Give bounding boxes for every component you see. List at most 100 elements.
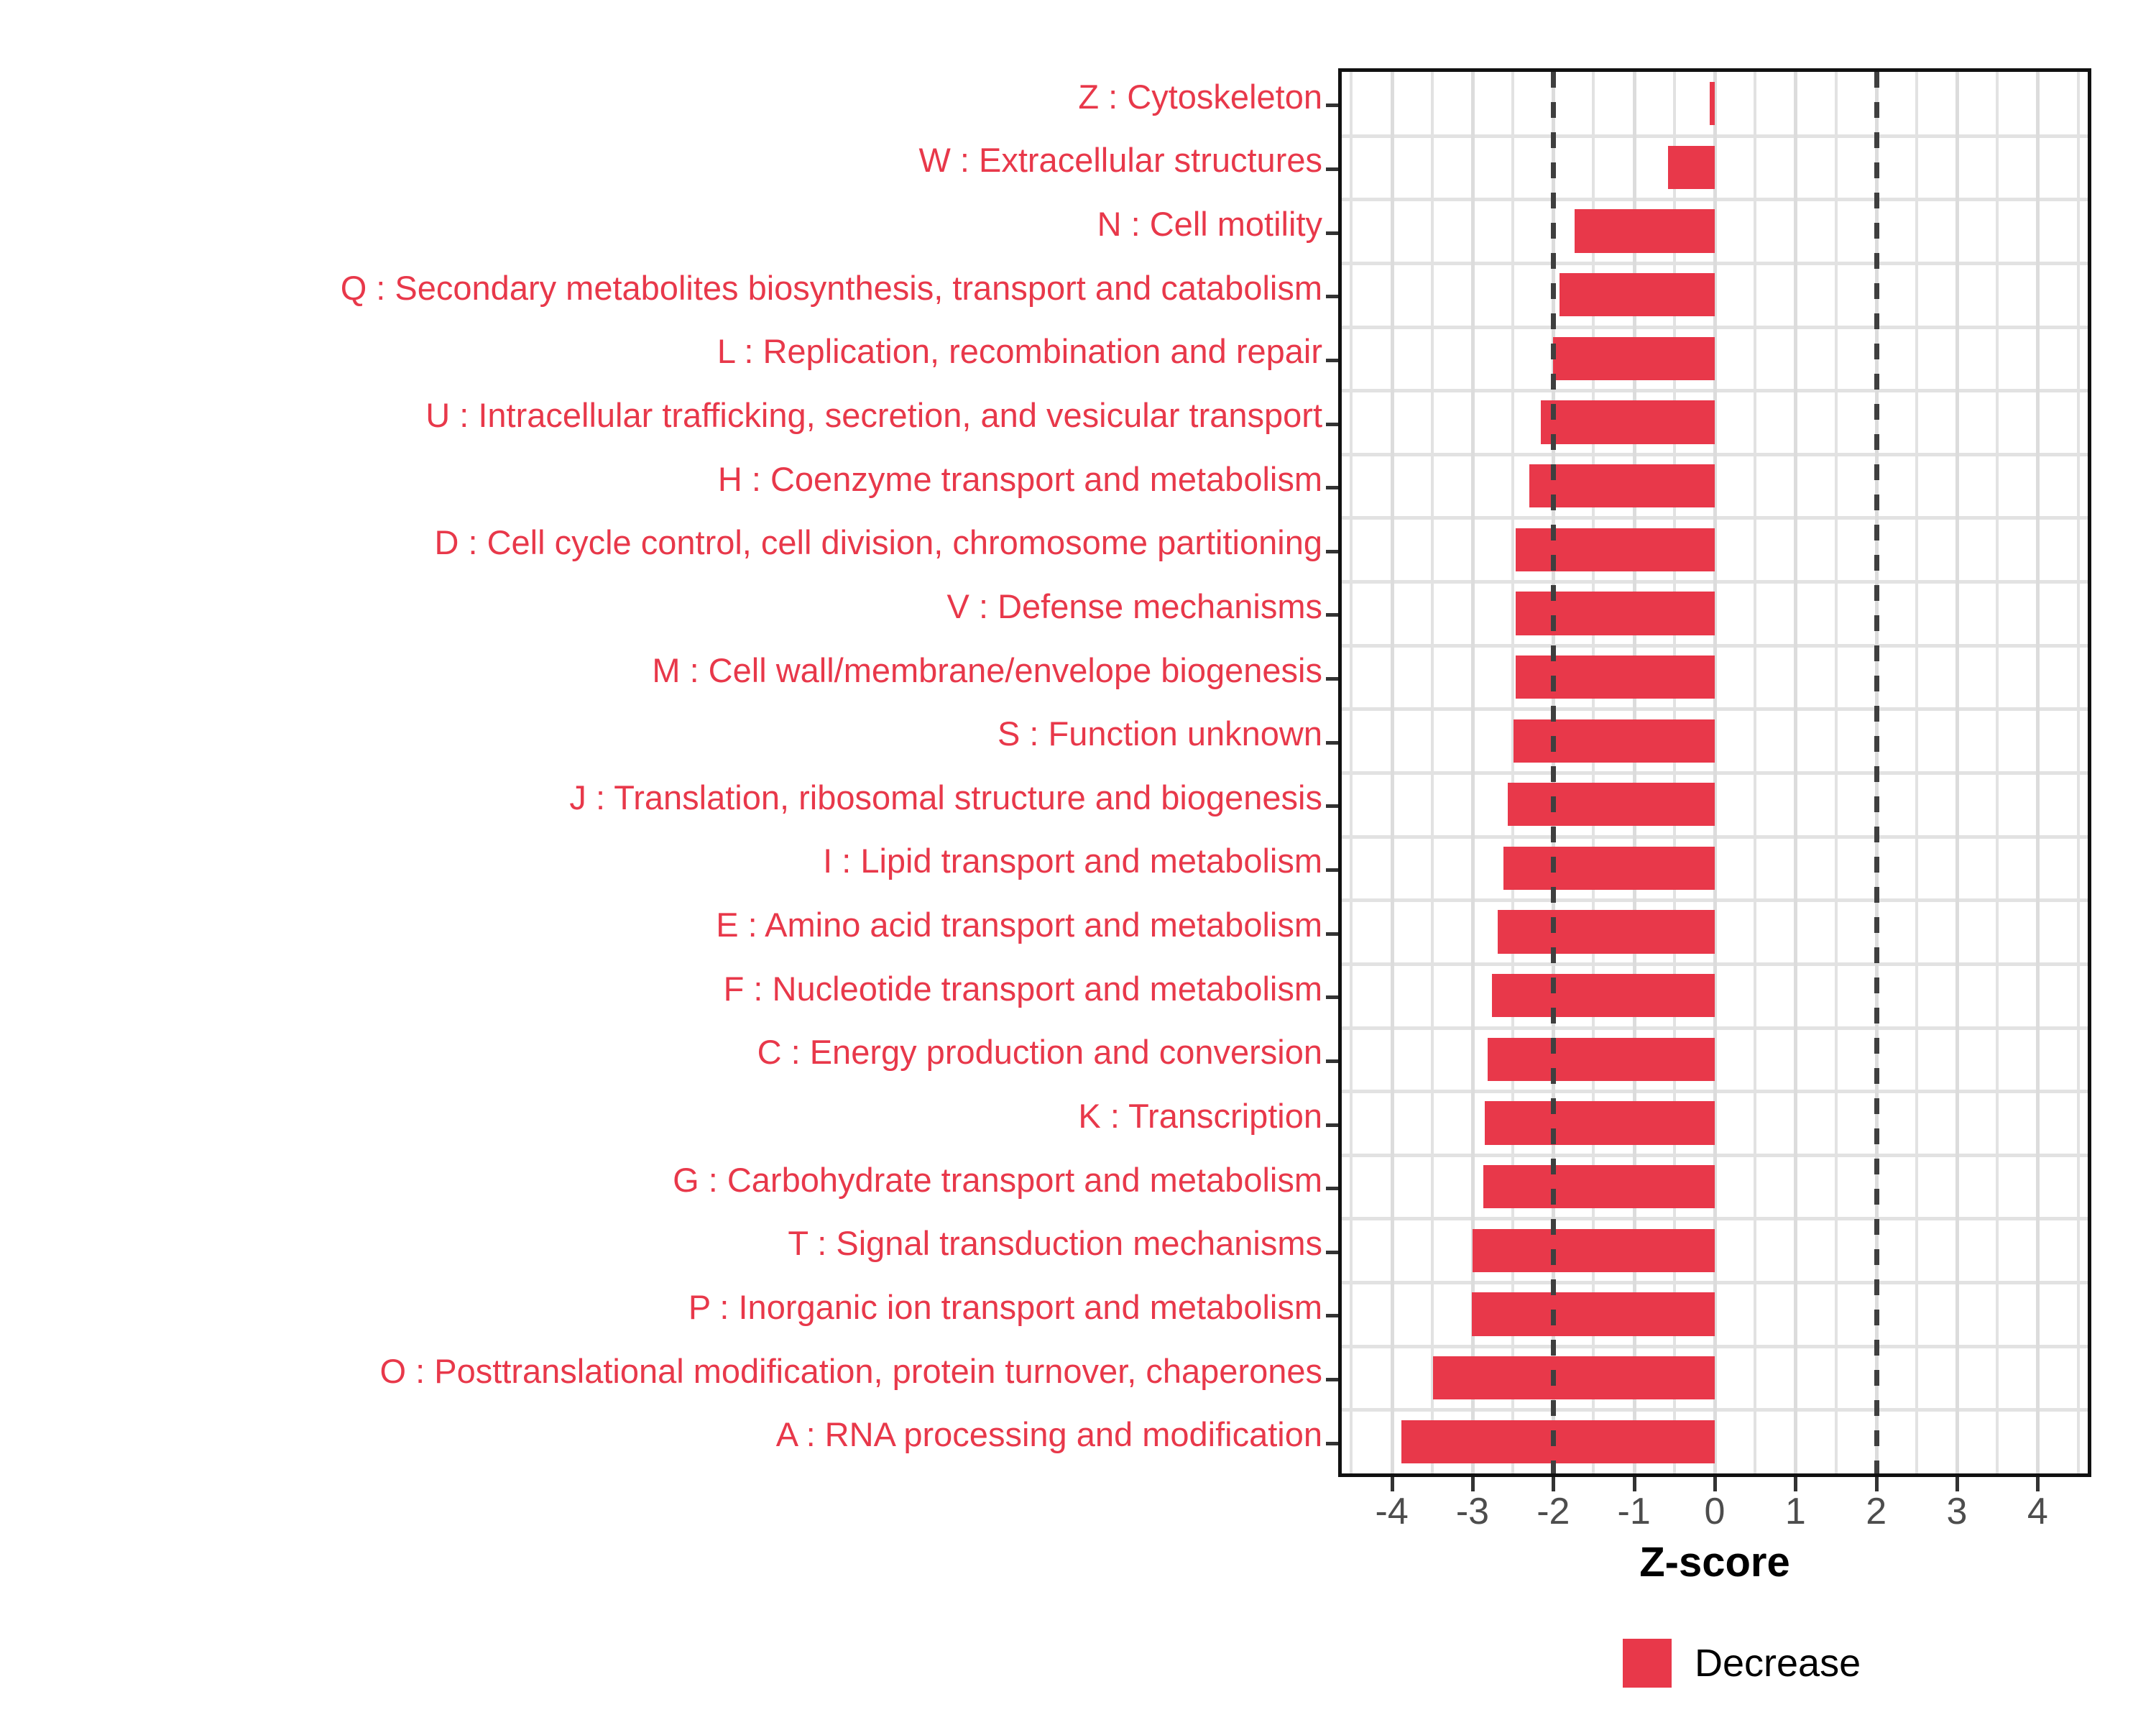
y-axis-label-text: P : Inorganic ion transport and metaboli… [688, 1287, 1322, 1326]
x-axis-tick-label: -4 [1375, 1491, 1409, 1532]
bar [1529, 464, 1715, 508]
y-axis-tick-label: G : Carbohydrate transport and metabolis… [0, 1148, 1322, 1212]
y-axis-tick-label: I : Lipid transport and metabolism [0, 829, 1322, 893]
y-axis-tick-label: A : RNA processing and modification [0, 1402, 1322, 1466]
y-axis-tick-mark [1326, 295, 1338, 299]
y-axis-tick-label: N : Cell motility [0, 192, 1322, 256]
y-axis-tick-label: C : Energy production and conversion [0, 1021, 1322, 1085]
x-axis-tick-mark [1632, 1477, 1636, 1491]
vertical-gridline [1390, 72, 1394, 1473]
y-axis-tick-mark [1326, 932, 1338, 936]
y-axis-tick-mark [1326, 1187, 1338, 1191]
y-axis-label-text: Q : Secondary metabolites biosynthesis, … [340, 268, 1322, 307]
vertical-gridline-minor [1350, 72, 1353, 1473]
y-axis-label-text: S : Function unknown [998, 714, 1322, 753]
y-axis-tick-label: S : Function unknown [0, 702, 1322, 765]
bar [1710, 82, 1715, 126]
vertical-gridline-minor [1511, 72, 1515, 1473]
x-axis-tick-label: 0 [1704, 1491, 1726, 1532]
y-axis-label-text: C : Energy production and conversion [757, 1033, 1322, 1072]
vertical-gridline-minor [1915, 72, 1918, 1473]
legend-label-decrease: Decrease [1695, 1642, 1861, 1685]
y-axis-tick-mark [1326, 1059, 1338, 1063]
y-axis-label-text: T : Signal transduction mechanisms [788, 1224, 1322, 1263]
bar [1472, 1228, 1715, 1272]
vertical-gridline [1955, 72, 1959, 1473]
x-axis-tick-label: 3 [1946, 1491, 1968, 1532]
y-axis-label-text: I : Lipid transport and metabolism [823, 842, 1322, 880]
bar [1488, 1037, 1715, 1081]
vertical-gridline [1632, 72, 1636, 1473]
y-axis-tick-label: V : Defense mechanisms [0, 574, 1322, 638]
bar [1484, 1101, 1715, 1145]
bar [1514, 719, 1715, 763]
y-axis-tick-mark [1326, 995, 1338, 1000]
x-axis-tick-mark [1874, 1477, 1879, 1491]
y-axis-tick-mark [1326, 1378, 1338, 1382]
legend: Decrease [1623, 1639, 1861, 1688]
y-axis-tick-mark [1326, 549, 1338, 553]
x-axis-tick-mark [1552, 1477, 1556, 1491]
vertical-gridline [1470, 72, 1475, 1473]
plot-panel [1338, 68, 2091, 1477]
y-axis-label-text: M : Cell wall/membrane/envelope biogenes… [652, 650, 1322, 689]
y-axis-tick-mark [1326, 677, 1338, 681]
y-axis-label-text: N : Cell motility [1097, 205, 1322, 244]
y-axis-tick-mark [1326, 1314, 1338, 1318]
bar [1541, 400, 1715, 444]
y-axis-label-text: E : Amino acid transport and metabolism [716, 906, 1322, 944]
vertical-gridline-minor [2076, 72, 2080, 1473]
y-axis-tick-label: F : Nucleotide transport and metabolism [0, 957, 1322, 1021]
y-axis-label-text: Z : Cytoskeleton [1078, 77, 1322, 116]
x-axis-tick-label: 4 [2027, 1491, 2048, 1532]
y-axis-tick-mark [1326, 358, 1338, 362]
bar [1432, 1356, 1715, 1400]
bar [1471, 1292, 1715, 1336]
y-axis-label-text: V : Defense mechanisms [946, 586, 1322, 625]
bar [1401, 1420, 1715, 1463]
bar [1574, 209, 1715, 253]
bar [1503, 846, 1715, 891]
y-axis-tick-label: D : Cell cycle control, cell division, c… [0, 510, 1322, 574]
x-axis-tick-label: -1 [1617, 1491, 1651, 1532]
y-axis-label-text: G : Carbohydrate transport and metabolis… [673, 1160, 1322, 1199]
x-axis-tick-label: 2 [1866, 1491, 1887, 1532]
vertical-gridline [2036, 72, 2040, 1473]
bar [1491, 974, 1715, 1018]
bar [1560, 273, 1715, 317]
y-axis-tick-mark [1326, 868, 1338, 872]
y-axis-tick-mark [1326, 231, 1338, 235]
vertical-gridline [1794, 72, 1798, 1473]
bar [1515, 528, 1715, 571]
bar [1515, 592, 1715, 635]
y-axis-tick-label: O : Posttranslational modification, prot… [0, 1339, 1322, 1403]
y-axis-tick-label: M : Cell wall/membrane/envelope biogenes… [0, 638, 1322, 702]
vertical-gridline-minor [1996, 72, 1999, 1473]
x-axis-tick-mark [1955, 1477, 1959, 1491]
y-axis-tick-label: H : Coenzyme transport and metabolism [0, 447, 1322, 511]
y-axis-tick-label: W : Extracellular structures [0, 129, 1322, 193]
bar [1497, 910, 1715, 954]
y-axis-tick-mark [1326, 1441, 1338, 1445]
y-axis-tick-mark [1326, 804, 1338, 809]
vertical-gridline-minor [1834, 72, 1838, 1473]
y-axis-label-text: D : Cell cycle control, cell division, c… [434, 523, 1322, 562]
vertical-gridline-minor [1754, 72, 1757, 1473]
vertical-gridline-minor [1672, 72, 1676, 1473]
bar [1483, 1165, 1715, 1209]
y-axis-label-text: H : Coenzyme transport and metabolism [717, 459, 1322, 498]
y-axis-tick-mark [1326, 422, 1338, 426]
y-axis-label-text: L : Replication, recombination and repai… [717, 332, 1322, 371]
y-axis-tick-label: T : Signal transduction mechanisms [0, 1211, 1322, 1275]
y-axis-tick-label: E : Amino acid transport and metabolism [0, 893, 1322, 957]
y-axis-tick-mark [1326, 167, 1338, 171]
y-axis-tick-label: Q : Secondary metabolites biosynthesis, … [0, 256, 1322, 320]
x-axis-tick-label: 1 [1784, 1491, 1806, 1532]
reference-line [1551, 72, 1557, 1473]
y-axis-label-text: A : RNA processing and modification [775, 1415, 1322, 1454]
y-axis-tick-mark [1326, 1123, 1338, 1127]
y-axis-labels: Z : Cytoskeleton W : Extracellular struct… [0, 70, 1338, 1477]
x-axis-tick-mark [2036, 1477, 2040, 1491]
bar [1667, 145, 1715, 190]
legend-swatch-decrease [1623, 1639, 1672, 1688]
